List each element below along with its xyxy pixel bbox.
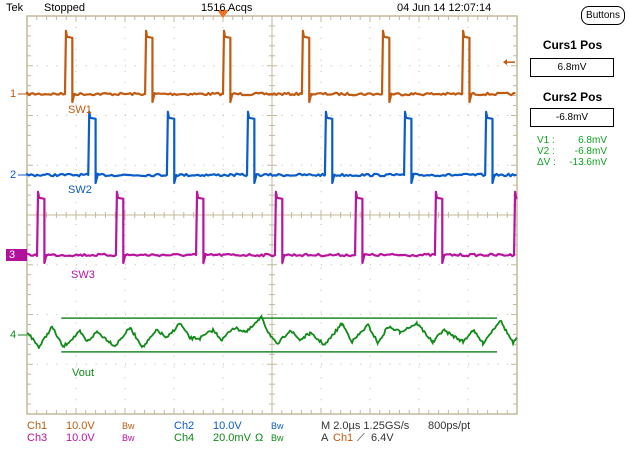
- trigger-mode: A: [321, 432, 329, 444]
- ch1-name[interactable]: Ch1: [27, 420, 48, 432]
- ch2-bandwidth: Bw: [271, 421, 284, 431]
- trigger-position-icon: [217, 10, 229, 18]
- trace-label-sw2: SW2: [68, 184, 92, 196]
- ch4-name[interactable]: Ch4: [174, 432, 195, 444]
- readout-v1: V1 :6.8mV: [537, 135, 607, 146]
- ch2-marker[interactable]: 2: [10, 169, 17, 181]
- ch2-name[interactable]: Ch2: [174, 420, 195, 432]
- ch3-name[interactable]: Ch3: [27, 432, 48, 444]
- trigger-slope: ⟋: [357, 432, 365, 444]
- trigger-source[interactable]: Ch1: [333, 432, 354, 444]
- acquisition-status: Stopped: [44, 2, 85, 14]
- traces: [25, 29, 518, 349]
- ch4-impedance: Ω: [255, 432, 264, 444]
- date-time: 04 Jun 14 12:07:14: [397, 2, 492, 14]
- ch1-scale[interactable]: 10.0V: [66, 420, 95, 432]
- ch4-marker[interactable]: 4: [10, 329, 17, 341]
- ch2-scale[interactable]: 10.0V: [213, 420, 242, 432]
- trace-label-sw3: SW3: [71, 269, 95, 281]
- trace-sw3: [25, 190, 518, 265]
- trace-label-vout: Vout: [72, 367, 95, 379]
- buttons-button[interactable]: Buttons: [581, 6, 625, 25]
- trigger-level-arrow-icon: [503, 59, 507, 66]
- ch3-marker[interactable]: 3: [6, 249, 27, 261]
- ch4-bandwidth: Bw: [271, 433, 284, 443]
- curs1-pos-title: Curs1 Pos: [542, 38, 603, 52]
- trace-label-sw1: SW1: [68, 104, 92, 116]
- trace-sw1: [25, 29, 516, 104]
- curs2-pos-title: Curs2 Pos: [542, 90, 603, 104]
- cursor-lines[interactable]: [61, 317, 497, 353]
- trace-sw2: [25, 110, 517, 185]
- timebase[interactable]: M 2.0µs 1.25GS/s: [321, 420, 410, 432]
- readout-delta-v: ΔV : -13.6mV: [537, 157, 607, 168]
- brand-label: Tek: [6, 2, 24, 14]
- trigger-level[interactable]: 6.4V: [371, 432, 394, 444]
- acquisition-count: 1516 Acqs: [201, 2, 253, 14]
- readout-v2: V2 : -6.8mV: [537, 146, 607, 157]
- ch1-marker[interactable]: 1: [10, 88, 17, 100]
- cursor-readouts: V1 :6.8mV V2 : -6.8mV ΔV : -13.6mV: [537, 135, 607, 168]
- ch4-scale[interactable]: 20.0mV: [213, 432, 251, 444]
- markers: [18, 10, 515, 336]
- trace-vout: [26, 314, 518, 349]
- ch3-bandwidth: Bw: [122, 433, 135, 443]
- curs2-pos-field[interactable]: -6.8mV: [530, 108, 614, 127]
- ch1-bandwidth: Bw: [122, 421, 135, 431]
- graticule: [26, 15, 518, 415]
- curs1-pos-field[interactable]: 6.8mV: [530, 58, 614, 77]
- record-resolution: 800ps/pt: [428, 420, 471, 432]
- ch3-scale[interactable]: 10.0V: [66, 432, 95, 444]
